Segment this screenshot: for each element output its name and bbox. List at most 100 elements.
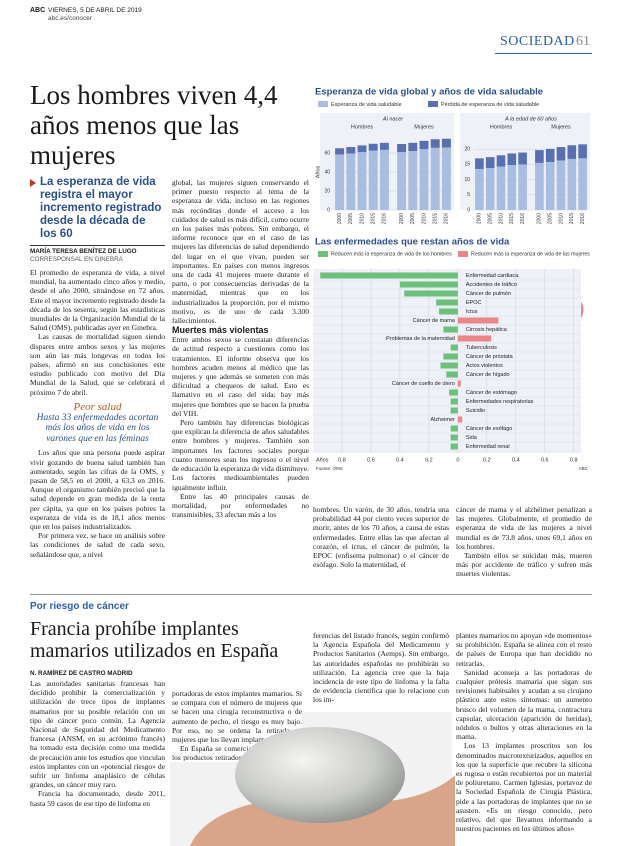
source: Fuente: OMS [316,466,343,471]
bar-segment [397,152,407,210]
category-label: Cáncer de pulmón [466,291,511,297]
y-tick-label: 5 [467,192,470,198]
legend-swatch [318,101,328,107]
x-tick-label: 2000 [337,213,343,224]
bar-segment [441,147,451,210]
bar-segment [485,168,495,210]
bar [440,362,458,369]
byline-role: CORRESPONSAL EN GINEBRA [30,256,123,263]
x-tick-label: 2015 [509,213,515,224]
bar-segment [496,166,506,210]
legend-label: Reducen más la esperanza de vida de los … [331,251,452,257]
paragraph: Francia ha documentado, desde 2011, hast… [30,789,165,808]
paragraph: El promedio de esperanza de vida, a nive… [30,268,165,333]
paragraph: Pero también hay diferencias biológicas … [172,418,309,492]
section: SOCIEDAD [500,34,575,49]
bar-segment [408,142,418,152]
subheading: Muertes más violentas [172,325,269,336]
category-label: Cáncer de cuello de útero [392,381,455,387]
bar-segment [518,152,527,165]
bar-segment [485,157,495,169]
bar-segment [368,150,378,210]
paragraph: Por primera vez, se hace un análisis sob… [30,531,165,559]
column: ferencias del listado francés, según con… [313,631,449,711]
rule [30,245,165,246]
x-tick-label: 2016 [520,213,526,224]
kicker: Por riesgo de cáncer [30,601,129,612]
category-label: Cáncer de estómago [466,390,517,396]
paragraphs: Entre ambos sexos se constatan diferenci… [172,335,309,519]
paragraph: En España se comercializan algunos de lo… [172,744,302,761]
x-tick-label: 0.8 [338,457,346,463]
column: El promedio de esperanza de vida, a nive… [30,268,165,580]
paragraph: Sanidad aconseja a las portadoras de cua… [456,667,592,742]
x-tick-label: 2005 [410,213,416,224]
category-label: Problemas de la maternidad [386,336,455,342]
bar [450,407,458,414]
bar-segment [556,160,566,210]
column: hombres. Un varón, de 30 años, tendría u… [313,505,449,580]
paragraph: Las autoridades sanitarias francesas han… [30,679,165,790]
category-label: Cáncer de próstata [466,354,514,360]
bar-segment [545,148,555,162]
bar-segment [475,158,484,169]
legend-swatch [318,251,328,257]
paragraphs: ferencias del listado francés, según con… [313,631,449,705]
bar-segment [346,147,356,154]
web: abc.es/conocer [48,15,93,22]
legend-swatch [428,101,438,107]
date: VIERNES, 5 DE ABRIL DE 2019 [48,7,142,14]
chart-title: Las enfermedades que restan años de vida [315,237,510,248]
pull-quote: Peor salud Hasta 33 enfermedades acortan … [36,401,159,445]
bar-segment [475,168,484,210]
category-label: Enfermedad cardiaca [466,273,519,279]
bar-segment [535,150,544,163]
group-label: Mujeres [551,124,571,130]
x-tick-label: 0.8 [570,457,578,463]
bar-segment [556,147,566,161]
paragraph: global, las mujeres siguen conservando e… [172,178,309,326]
rule [495,53,592,54]
x-tick-label: 0.6 [541,457,549,463]
divider [30,594,592,595]
bar-segment [335,148,345,155]
headline: Los hombres viven 4,4 años menos que las… [30,80,278,170]
column: portadoras de estos implantes mamarios. … [172,689,302,761]
bar-segment [430,139,440,148]
bar-segment [518,164,527,210]
x-tick-label: 2010 [558,213,564,224]
byline: MARÍA TERESA BENÍTEZ DE LUGO [30,248,137,255]
bar-segment [578,158,587,210]
bar-segment [357,152,367,210]
x-tick-label: 2005 [488,213,494,224]
bar-segment [397,143,407,153]
column: plantes mamarios no apoyan «de momentos»… [456,631,592,846]
bar [450,344,458,351]
column: Las autoridades sanitarias francesas han… [30,679,165,846]
category-label: Actos violentos [466,363,503,369]
bar-segment [545,161,555,210]
byline: N. RAMÍREZ DE CASTRO MADRID [30,670,133,677]
column: global, las mujeres siguen conservando e… [172,178,309,580]
bar [450,398,458,405]
paragraphs: El promedio de esperanza de vida, a nive… [30,268,165,559]
category-label: EPOC [466,300,482,306]
axis-title: Años [315,165,321,178]
bar-segment [567,158,577,210]
category-label: Cáncer de hígado [466,372,510,378]
paragraphs: cáncer de mama y el alzhéimer penalizan … [456,505,592,579]
legend-label: Reducen más la esperanza de vida de las … [471,251,590,257]
bar-segment [578,144,587,159]
y-tick-label: 20 [324,188,330,194]
bar-segment [335,154,345,210]
x-tick-label: 2016 [444,213,450,224]
x-tick-label: 2000 [537,213,543,224]
bar [443,353,458,360]
headline: Francia prohíbe implantes mamarios utili… [30,618,279,662]
paragraph: Entre ambos sexos se constatan diferenci… [172,335,309,418]
y-tick-label: 20 [464,147,470,153]
bar-segment [507,165,517,210]
paragraph: plantes mamarios no apoyan «de momentos»… [456,631,592,668]
